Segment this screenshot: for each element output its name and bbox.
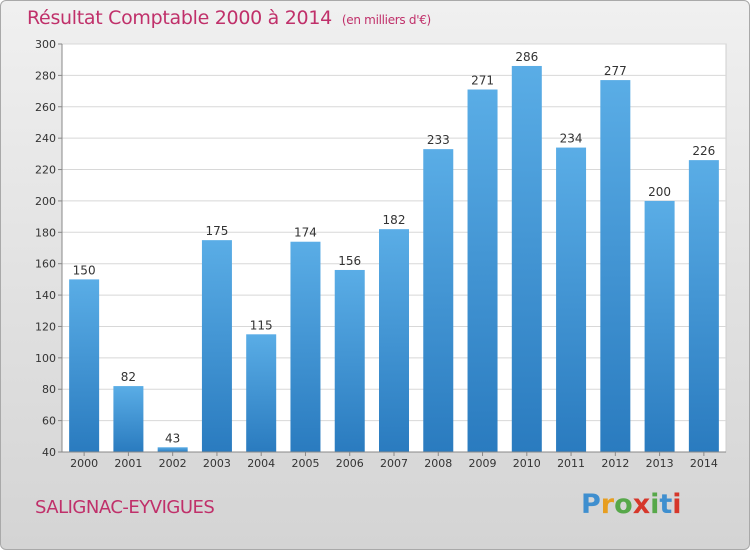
y-tick-label: 180 (35, 226, 56, 239)
data-label: 43 (165, 431, 180, 445)
y-tick-label: 160 (35, 258, 56, 271)
bar-2008 (423, 149, 454, 452)
data-label: 150 (73, 263, 96, 277)
bar-2013 (644, 200, 675, 452)
x-tick-label: 2013 (646, 457, 674, 470)
y-tick-label: 60 (42, 415, 56, 428)
x-tick-label: 2006 (336, 457, 364, 470)
bar-2006 (334, 269, 365, 452)
logo-letter: P (581, 489, 601, 520)
bar-2007 (379, 229, 409, 452)
bar-2003 (201, 240, 232, 452)
x-tick-label: 2008 (424, 457, 452, 470)
bars: 150 82 43 175 115 174 156 182 233 271 286 234 277 200… (69, 50, 719, 453)
x-tick-label: 2003 (203, 457, 231, 470)
logo-letter: r (600, 489, 615, 520)
bar-2014 (688, 160, 719, 452)
bar-2010 (511, 65, 542, 452)
y-tick-label: 220 (35, 164, 56, 177)
logo-letter: i (650, 489, 660, 520)
y-tick-label: 40 (42, 446, 56, 459)
data-label: 174 (294, 226, 317, 240)
chart-subtitle: (en milliers d'€) (341, 13, 431, 27)
x-tick-label: 2004 (247, 457, 275, 470)
y-tick-label: 80 (42, 383, 56, 396)
x-tick-label: 2007 (380, 457, 408, 470)
bar-2004 (246, 334, 277, 452)
bar-2002 (157, 447, 188, 452)
data-label: 115 (250, 318, 273, 332)
data-label: 226 (692, 144, 715, 158)
y-tick-label: 200 (35, 195, 56, 208)
bar-2011 (556, 147, 587, 453)
logo-letter: t (659, 489, 673, 520)
y-tick-label: 100 (35, 352, 56, 365)
data-label: 234 (560, 132, 583, 146)
data-label: 175 (205, 224, 228, 238)
data-label: 277 (604, 64, 627, 78)
x-tick-label: 2010 (513, 457, 541, 470)
data-label: 82 (121, 370, 136, 384)
logo-letter: x (632, 489, 651, 520)
data-label: 156 (338, 254, 361, 268)
y-tick-label: 120 (35, 320, 56, 333)
y-tick-label: 300 (35, 38, 56, 51)
y-tick-label: 260 (35, 101, 56, 114)
data-label: 286 (515, 50, 538, 64)
y-axis: 40 60 80 100 120 140 160 180 200 220 240 260 280 300 (35, 38, 63, 459)
x-tick-label: 2012 (601, 457, 629, 470)
bar-2012 (600, 80, 631, 452)
bar-2000 (69, 279, 100, 452)
proxiti-logo: Proxiti (581, 489, 682, 520)
logo-letter: i (672, 489, 682, 520)
data-label: 233 (427, 133, 450, 147)
bar-2005 (290, 241, 321, 452)
x-tick-label: 2011 (557, 457, 585, 470)
data-label: 182 (383, 213, 406, 227)
commune-name: SALIGNAC-EYVIGUES (35, 497, 215, 518)
y-tick-label: 280 (35, 69, 56, 82)
x-tick-label: 2005 (291, 457, 319, 470)
x-tick-label: 2014 (690, 457, 718, 470)
x-tick-label: 2000 (70, 457, 98, 470)
bar-2001 (113, 386, 144, 452)
x-tick-label: 2002 (159, 457, 187, 470)
x-tick-label: 2001 (114, 457, 142, 470)
chart-title: Résultat Comptable 2000 à 2014 (en millie… (27, 7, 431, 29)
data-label: 200 (648, 185, 671, 199)
chart-title-text: Résultat Comptable 2000 à 2014 (27, 7, 332, 29)
logo-letter: o (614, 489, 633, 520)
y-tick-label: 240 (35, 132, 56, 145)
data-label: 271 (471, 74, 494, 88)
bar-2009 (467, 89, 498, 452)
x-tick-label: 2009 (469, 457, 497, 470)
x-axis: 2000 2001 2002 2003 2004 2005 2006 2007 2008 2009… (62, 451, 726, 470)
y-tick-label: 140 (35, 289, 56, 302)
